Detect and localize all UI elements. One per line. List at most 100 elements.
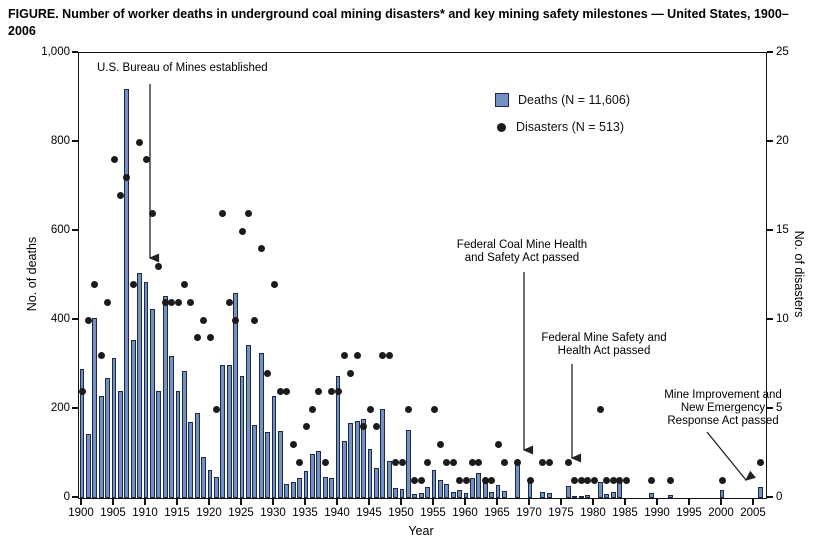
deaths-bar <box>342 441 347 498</box>
disaster-dot <box>136 138 144 146</box>
deaths-bar <box>489 492 494 498</box>
disaster-dot <box>616 476 624 484</box>
deaths-bar <box>194 413 200 498</box>
deaths-bar <box>546 493 552 498</box>
disaster-dot <box>78 387 86 395</box>
x-axis-tick-label: 1915 <box>164 507 190 519</box>
left-axis-tick-label: 200 <box>50 402 70 414</box>
left-axis-tick-label: 400 <box>50 313 70 325</box>
disaster-dot <box>564 458 572 466</box>
deaths-bar <box>182 371 187 498</box>
disaster-dot <box>296 458 304 466</box>
deaths-bar <box>252 424 258 498</box>
deaths-bar <box>92 317 98 498</box>
x-axis-tick-label: 1930 <box>260 507 286 519</box>
tick-mark <box>240 498 242 505</box>
deaths-bar <box>502 491 507 498</box>
legend-disasters-label: Disasters (N = 513) <box>516 120 625 134</box>
disaster-dot <box>168 298 176 306</box>
deaths-bar <box>444 484 450 498</box>
disaster-dot <box>97 352 105 360</box>
disaster-dot <box>481 476 489 484</box>
disaster-dot <box>417 476 425 484</box>
disaster-dot <box>123 174 131 182</box>
tick-mark <box>80 498 82 505</box>
disaster-dot <box>180 280 188 288</box>
disaster-dot <box>232 316 240 324</box>
deaths-bar <box>374 467 379 498</box>
left-axis-tick-label: 600 <box>50 224 70 236</box>
annotation-bureau-of-mines: U.S. Bureau of Mines established <box>97 62 268 74</box>
disaster-dot <box>238 227 246 235</box>
deaths-bar <box>214 476 219 498</box>
deaths-bar <box>578 495 584 498</box>
deaths-bar <box>463 492 469 498</box>
left-axis-title: No. of deaths <box>25 236 39 312</box>
deaths-bar <box>111 357 117 498</box>
deaths-bar <box>239 375 245 498</box>
disaster-dot <box>302 423 310 431</box>
deaths-bar <box>604 494 610 498</box>
deaths-bar <box>393 488 398 498</box>
left-axis-tick-label: 800 <box>50 135 70 147</box>
disaster-dot <box>328 387 336 395</box>
x-axis-tick-label: 1970 <box>516 507 542 519</box>
disaster-dot <box>468 458 476 466</box>
deaths-bar <box>354 421 360 498</box>
x-axis-tick-label: 2005 <box>740 507 766 519</box>
deaths-bar <box>406 430 411 498</box>
disaster-dot <box>257 245 265 253</box>
tick-mark <box>72 407 78 409</box>
disaster-dot <box>385 352 393 360</box>
x-axis-tick-label: 2000 <box>708 507 734 519</box>
x-axis-tick-label: 1945 <box>356 507 382 519</box>
disaster-dot <box>321 458 329 466</box>
deaths-bar <box>175 391 181 498</box>
deaths-bar <box>290 482 296 498</box>
deaths-bar <box>105 377 110 499</box>
x-axis-tick-label: 1955 <box>420 507 446 519</box>
deaths-bar <box>278 431 283 499</box>
deaths-bar <box>86 433 91 498</box>
deaths-bar <box>201 457 206 498</box>
deaths-bar <box>719 489 725 498</box>
disaster-dot <box>148 209 156 217</box>
disaster-dot <box>219 209 227 217</box>
disaster-dot <box>110 156 118 164</box>
deaths-bar <box>303 470 309 498</box>
tick-mark <box>368 498 370 505</box>
disaster-dot <box>456 476 464 484</box>
deaths-bar <box>495 485 501 498</box>
disaster-dot <box>353 352 361 360</box>
deaths-bar <box>572 495 578 498</box>
deaths-bar <box>386 460 392 498</box>
right-axis-title: No. of disasters <box>792 230 806 318</box>
disaster-dot <box>366 405 374 413</box>
tick-mark <box>72 496 78 498</box>
disaster-dot <box>462 476 470 484</box>
deaths-bar <box>124 88 130 498</box>
deaths-bar <box>540 491 546 498</box>
deaths-bar <box>361 419 366 498</box>
tick-mark <box>766 318 773 320</box>
disaster-dot <box>667 476 675 484</box>
deaths-bar <box>297 478 302 498</box>
deaths-bar <box>399 489 405 498</box>
disaster-dot <box>648 476 656 484</box>
disaster-dot <box>622 476 630 484</box>
deaths-bar <box>137 273 142 498</box>
disaster-dot <box>315 387 323 395</box>
deaths-bar <box>322 477 328 498</box>
annotation-miner-act: Mine Improvement and New Emergency Respo… <box>664 389 782 427</box>
left-axis-tick-label: 0 <box>63 491 70 503</box>
legend: Deaths (N = 11,606) Disasters (N = 513) <box>495 92 630 146</box>
disaster-dot <box>526 476 534 484</box>
deaths-bar <box>271 395 277 498</box>
disaster-dot <box>436 441 444 449</box>
tick-mark <box>720 498 722 505</box>
deaths-bar <box>335 376 341 498</box>
annotation-coal-mine-health-safety-act: Federal Coal Mine Health and Safety Act … <box>456 239 588 264</box>
disaster-dot <box>411 476 419 484</box>
deaths-bar <box>316 450 322 498</box>
disaster-dot <box>398 458 406 466</box>
